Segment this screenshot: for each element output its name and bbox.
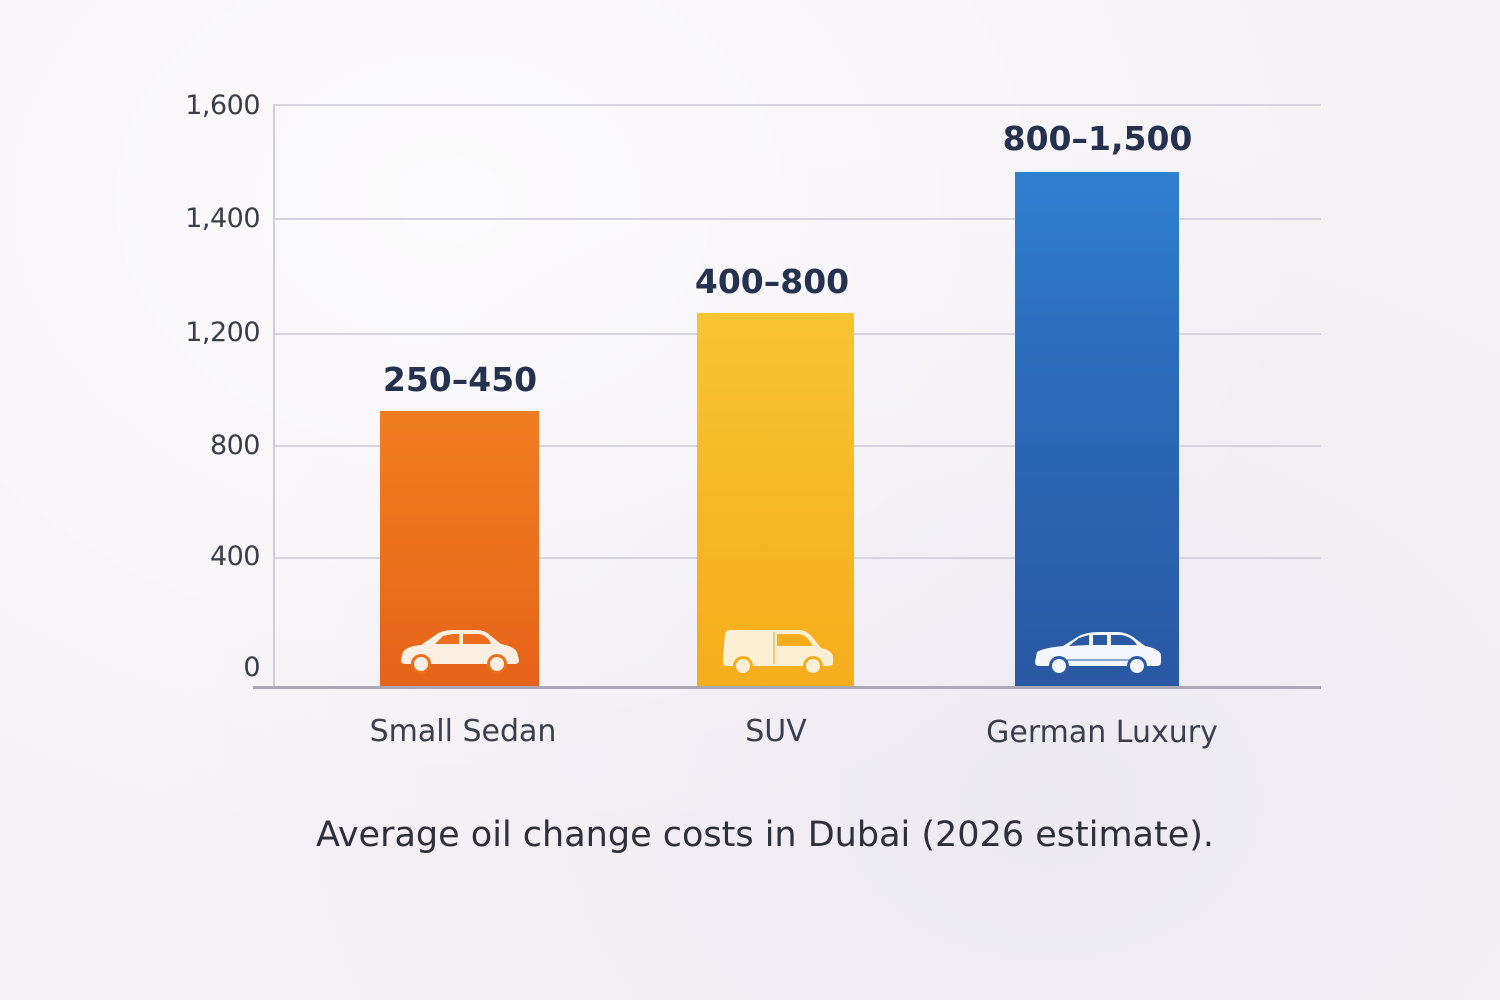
luxury-car-icon [1035,632,1161,676]
gridline [273,218,1321,220]
y-axis-line [273,104,275,688]
x-category-label: German Luxury [986,715,1218,750]
bar-value-label: 400–800 [694,262,850,301]
bar-value-label: 800–1,500 [1002,119,1193,158]
bar-suv [697,313,854,687]
y-tick-label: 1,600 [185,90,260,121]
y-tick-label: 1,400 [185,203,260,234]
chart-caption: Average oil change costs in Dubai (2026 … [315,815,1215,855]
sedan-car-icon [401,630,519,674]
bar-value-label: 250–450 [382,360,538,399]
bar-german-luxury [1015,172,1179,687]
x-category-label: SUV [745,714,807,749]
y-tick-label: 1,200 [185,317,260,348]
x-category-label: Small Sedan [369,714,557,749]
y-tick-label: 400 [209,541,261,572]
x-axis-baseline [253,686,1321,689]
gridline [273,104,1321,106]
van-icon [723,630,833,676]
y-tick-label: 800 [209,430,261,461]
y-tick-label: 0 [243,652,260,683]
bar-small-sedan [380,411,539,687]
